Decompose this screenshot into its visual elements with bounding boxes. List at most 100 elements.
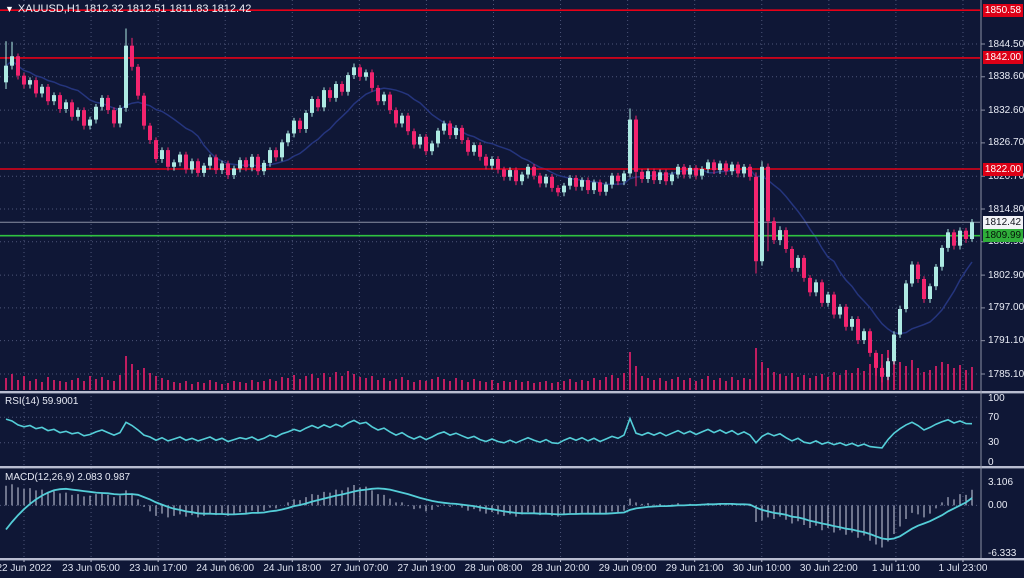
candle-body: [202, 165, 206, 173]
volume-bar: [641, 376, 643, 390]
time-label: 27 Jun 07:00: [330, 563, 389, 574]
volume-bar: [833, 372, 835, 390]
candle-body: [538, 175, 542, 184]
price-level-label: 1822.00: [983, 162, 1023, 176]
candle-body: [616, 175, 620, 182]
time-label: 27 Jun 19:00: [397, 563, 456, 574]
time-label: 29 Jun 09:00: [598, 563, 657, 574]
volume-bar: [407, 380, 409, 390]
volume-bar: [335, 372, 337, 390]
candle-body: [712, 162, 716, 171]
volume-bar: [605, 377, 607, 390]
candle-body: [280, 142, 284, 158]
candle-body: [76, 110, 80, 117]
volume-bar: [599, 380, 601, 390]
candle-body: [970, 222, 974, 240]
volume-bar: [389, 381, 391, 390]
volume-bar: [419, 380, 421, 390]
volume-bar: [533, 383, 535, 390]
volume-bar: [725, 381, 727, 390]
volume-bar: [593, 378, 595, 390]
volume-bar: [503, 381, 505, 390]
volume-bar: [371, 376, 373, 390]
volume-bar: [239, 382, 241, 390]
volume-bar: [449, 381, 451, 390]
candle-body: [826, 294, 830, 303]
volume-bar: [767, 368, 769, 390]
candle-body: [742, 166, 746, 174]
candle-body: [568, 177, 572, 186]
current-price-label: 1812.42: [983, 215, 1023, 229]
candle-body: [496, 159, 500, 170]
candle-body: [808, 277, 812, 293]
candle-body: [556, 187, 560, 193]
candle-body: [94, 106, 98, 120]
rsi-tick-label: 70: [988, 411, 1000, 423]
candle-body: [16, 56, 20, 76]
candle-body: [832, 294, 836, 315]
volume-bar: [143, 368, 145, 390]
candle-body: [82, 110, 86, 126]
volume-bar: [305, 376, 307, 390]
volume-bar: [149, 373, 151, 390]
volume-bar: [857, 368, 859, 390]
price-level-label: 1809.99: [983, 229, 1023, 243]
candle-body: [730, 164, 734, 172]
volume-bar: [953, 368, 955, 390]
volume-bar: [11, 374, 13, 390]
candle-body: [766, 166, 770, 222]
volume-bar: [917, 368, 919, 390]
candle-body: [784, 230, 788, 250]
volume-bar: [293, 375, 295, 390]
volume-bar: [479, 381, 481, 390]
price-tick-label: 1826.70: [988, 137, 1024, 149]
candle-body: [382, 94, 386, 102]
candle-body: [106, 97, 110, 111]
candle-body: [706, 162, 710, 170]
volume-bar: [401, 377, 403, 390]
candle-body: [292, 120, 296, 134]
volume-bar: [497, 383, 499, 390]
volume-bar: [851, 373, 853, 390]
volume-bar: [923, 372, 925, 390]
volume-bar: [947, 364, 949, 390]
volume-bar: [617, 378, 619, 390]
candle-body: [682, 166, 686, 175]
candle-body: [448, 123, 452, 136]
volume-bar: [101, 377, 103, 390]
candle-body: [652, 171, 656, 181]
volume-bar: [155, 376, 157, 390]
volume-bar: [689, 378, 691, 390]
candle-body: [46, 86, 50, 102]
volume-bar: [245, 383, 247, 390]
candle-body: [910, 264, 914, 284]
volume-bar: [119, 375, 121, 390]
candle-body: [484, 156, 488, 166]
volume-bar: [17, 380, 19, 390]
volume-bar: [383, 378, 385, 390]
candle-body: [232, 168, 236, 176]
volume-bar: [551, 383, 553, 390]
candle-body: [58, 95, 62, 110]
volume-bar: [941, 362, 943, 390]
time-label: 29 Jun 21:00: [665, 563, 724, 574]
candle-body: [136, 66, 140, 96]
candle-body: [760, 166, 764, 262]
volume-bar: [41, 382, 43, 390]
volume-bar: [629, 352, 631, 390]
candle-body: [190, 161, 194, 170]
volume-bar: [35, 379, 37, 390]
rsi-tick-label: 0: [988, 456, 994, 468]
volume-bar: [827, 377, 829, 390]
candle-body: [322, 90, 326, 108]
candle-body: [736, 164, 740, 174]
volume-bar: [173, 382, 175, 390]
symbol-title-text: XAUUSD,H1 1812.32 1812.51 1811.83 1812.4…: [17, 3, 252, 15]
volume-bar: [869, 364, 871, 390]
volume-bar: [773, 372, 775, 390]
candle-body: [118, 107, 122, 124]
candle-body: [214, 157, 218, 171]
macd-tick-label: 3.106: [988, 476, 1014, 488]
volume-bar: [221, 384, 223, 390]
